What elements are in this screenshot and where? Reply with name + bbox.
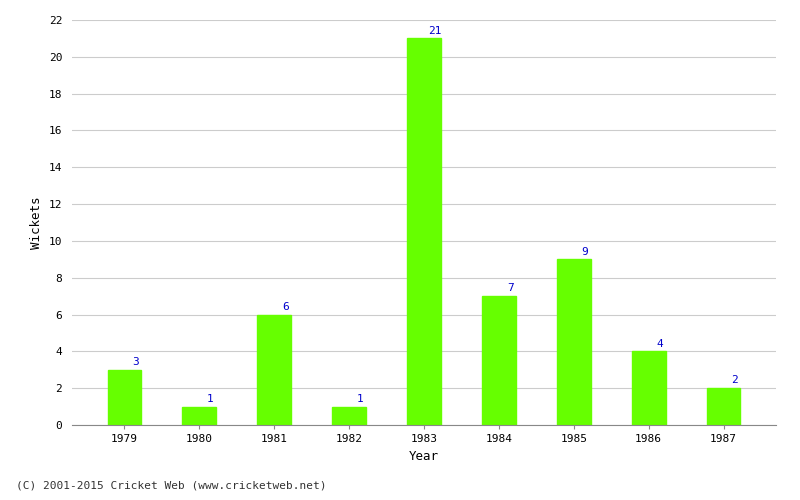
- Text: 4: 4: [657, 338, 663, 348]
- Bar: [482, 296, 516, 425]
- X-axis label: Year: Year: [409, 450, 439, 462]
- Bar: [182, 406, 216, 425]
- Text: (C) 2001-2015 Cricket Web (www.cricketweb.net): (C) 2001-2015 Cricket Web (www.cricketwe…: [16, 480, 326, 490]
- Bar: [557, 260, 590, 425]
- Text: 7: 7: [506, 284, 514, 294]
- Text: 6: 6: [282, 302, 289, 312]
- Y-axis label: Wickets: Wickets: [30, 196, 43, 248]
- Text: 1: 1: [207, 394, 214, 404]
- Bar: [107, 370, 142, 425]
- Text: 3: 3: [132, 357, 139, 367]
- Bar: [706, 388, 741, 425]
- Text: 1: 1: [357, 394, 364, 404]
- Bar: [258, 314, 291, 425]
- Bar: [332, 406, 366, 425]
- Bar: [632, 352, 666, 425]
- Text: 21: 21: [429, 26, 442, 36]
- Text: 2: 2: [731, 376, 738, 386]
- Bar: [407, 38, 441, 425]
- Text: 9: 9: [582, 246, 588, 256]
